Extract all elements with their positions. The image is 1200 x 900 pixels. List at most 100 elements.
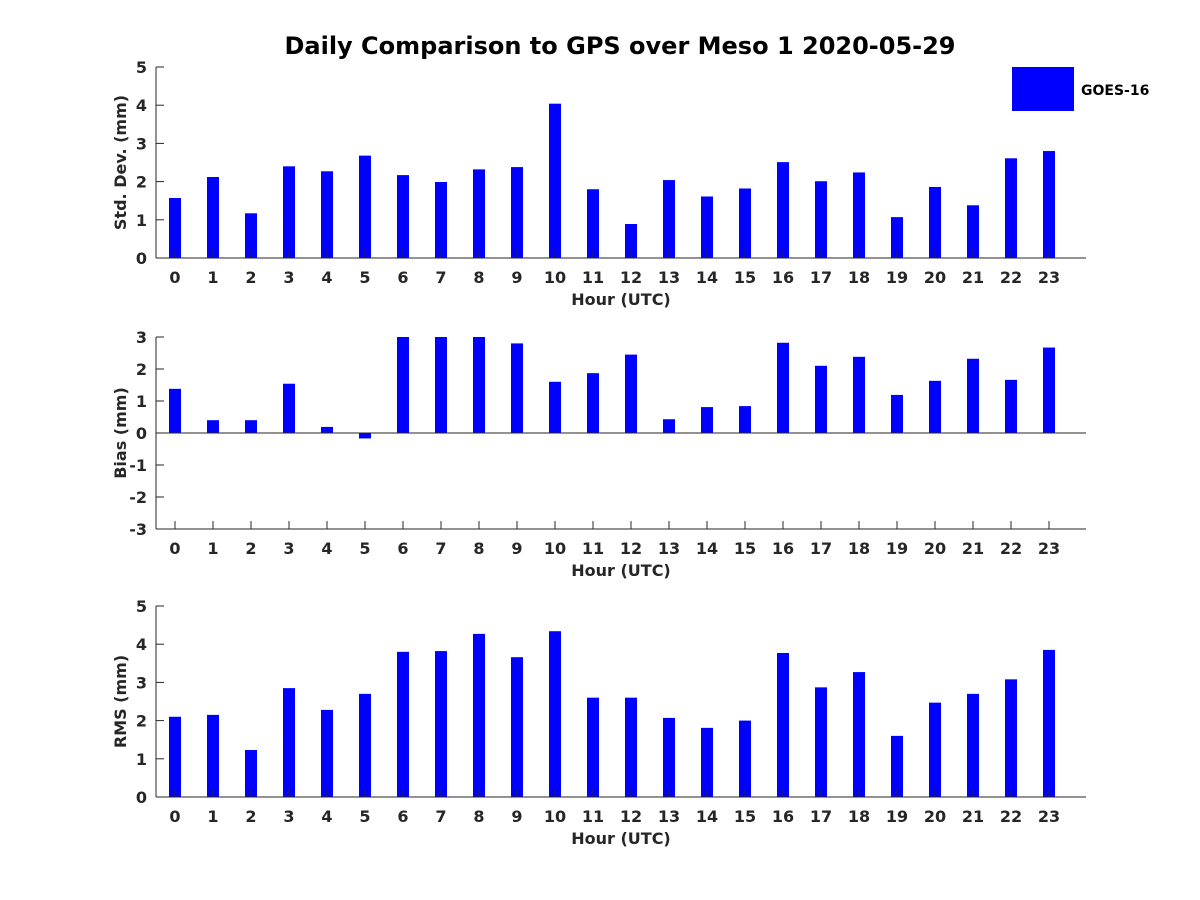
x-tick-label-rms-18: 18 [848, 807, 870, 826]
bar-rms-h2 [245, 750, 257, 797]
bar-std-h5 [359, 155, 371, 258]
bar-std-h14 [701, 196, 713, 258]
bar-bias-h5 [359, 433, 371, 439]
bar-bias-h22 [1005, 379, 1017, 433]
bar-bias-h0 [169, 388, 181, 433]
x-tick-label-std-17: 17 [810, 268, 832, 287]
bar-std-h16 [777, 162, 789, 258]
bar-bias-h23 [1043, 347, 1055, 433]
x-tick-label-bias-13: 13 [658, 539, 680, 558]
x-tick-label-bias-19: 19 [886, 539, 908, 558]
bar-rms-h12 [625, 697, 637, 797]
x-tick-label-std-7: 7 [435, 268, 446, 287]
x-tick-label-rms-0: 0 [169, 807, 180, 826]
bar-bias-h6 [397, 337, 409, 433]
bar-bias-h8 [473, 337, 485, 433]
x-tick-label-rms-3: 3 [283, 807, 294, 826]
y-axis-label-rms: RMS (mm) [111, 655, 130, 748]
bar-rms-h8 [473, 633, 485, 797]
x-tick-label-bias-12: 12 [620, 539, 642, 558]
x-tick-label-bias-0: 0 [169, 539, 180, 558]
x-tick-label-rms-6: 6 [397, 807, 408, 826]
x-tick-label-rms-1: 1 [207, 807, 218, 826]
x-tick-label-bias-21: 21 [962, 539, 984, 558]
panel-rms: 0 1 2 3 4 5 6 7 8 9 10 11 12 13 14 15 16 17 18 19 20 21 22 2301… [111, 597, 1086, 848]
y-tick-label-std-0: 0 [136, 249, 147, 268]
chart-title: Daily Comparison to GPS over Meso 1 2020… [284, 32, 955, 60]
x-axis-label-bias: Hour (UTC) [571, 561, 671, 580]
bar-std-h7 [435, 181, 447, 258]
bar-rms-h15 [739, 720, 751, 797]
x-tick-label-rms-10: 10 [544, 807, 566, 826]
bar-rms-h6 [397, 651, 409, 797]
bar-bias-h19 [891, 394, 903, 433]
bar-std-h11 [587, 189, 599, 258]
x-tick-label-bias-2: 2 [245, 539, 256, 558]
x-tick-label-std-2: 2 [245, 268, 256, 287]
x-tick-label-rms-12: 12 [620, 807, 642, 826]
x-tick-label-std-11: 11 [582, 268, 604, 287]
bar-bias-h13 [663, 419, 675, 433]
x-tick-label-std-14: 14 [696, 268, 718, 287]
bar-bias-h7 [435, 337, 447, 433]
y-tick-label-rms-4: 4 [136, 635, 147, 654]
bar-std-h10 [549, 103, 561, 258]
x-tick-label-rms-13: 13 [658, 807, 680, 826]
bar-rms-h21 [967, 693, 979, 797]
x-tick-label-bias-6: 6 [397, 539, 408, 558]
bar-bias-h17 [815, 365, 827, 433]
bar-bias-h20 [929, 380, 941, 433]
x-tick-label-std-8: 8 [473, 268, 484, 287]
x-tick-label-std-4: 4 [321, 268, 332, 287]
x-tick-label-bias-11: 11 [582, 539, 604, 558]
bar-std-h2 [245, 213, 257, 258]
x-tick-label-rms-19: 19 [886, 807, 908, 826]
x-tick-label-std-10: 10 [544, 268, 566, 287]
x-tick-label-rms-16: 16 [772, 807, 794, 826]
x-tick-label-bias-22: 22 [1000, 539, 1022, 558]
bar-std-h21 [967, 205, 979, 258]
bar-rms-h0 [169, 716, 181, 797]
x-tick-label-std-0: 0 [169, 268, 180, 287]
bar-bias-h3 [283, 383, 295, 433]
y-tick-label-std-5: 5 [136, 58, 147, 77]
bar-bias-h11 [587, 373, 599, 433]
bar-std-h15 [739, 188, 751, 258]
y-tick-label-bias-2: 2 [136, 360, 147, 379]
bar-bias-h14 [701, 407, 713, 433]
bar-rms-h10 [549, 631, 561, 797]
x-tick-label-std-1: 1 [207, 268, 218, 287]
x-tick-label-rms-9: 9 [511, 807, 522, 826]
x-tick-label-rms-17: 17 [810, 807, 832, 826]
x-tick-label-bias-8: 8 [473, 539, 484, 558]
bar-std-h8 [473, 169, 485, 258]
y-tick-label-bias-0: 0 [136, 424, 147, 443]
y-tick-label-rms-3: 3 [136, 673, 147, 692]
y-tick-label-std-2: 2 [136, 173, 147, 192]
bar-std-h18 [853, 172, 865, 258]
bar-std-h0 [169, 198, 181, 258]
x-tick-label-std-22: 22 [1000, 268, 1022, 287]
bar-bias-h18 [853, 356, 865, 433]
x-tick-label-bias-10: 10 [544, 539, 566, 558]
legend: GOES-16 [1012, 67, 1149, 111]
x-tick-label-rms-21: 21 [962, 807, 984, 826]
x-tick-label-rms-11: 11 [582, 807, 604, 826]
bar-rms-h14 [701, 727, 713, 797]
bar-std-h13 [663, 180, 675, 258]
bar-rms-h9 [511, 657, 523, 797]
bar-bias-h21 [967, 358, 979, 433]
bar-std-h4 [321, 171, 333, 258]
bar-rms-h11 [587, 697, 599, 797]
bar-std-h22 [1005, 158, 1017, 258]
x-tick-label-bias-4: 4 [321, 539, 332, 558]
y-tick-label-bias--1: -1 [129, 456, 147, 475]
x-tick-label-rms-23: 23 [1038, 807, 1060, 826]
bar-rms-h18 [853, 672, 865, 797]
x-tick-label-bias-20: 20 [924, 539, 946, 558]
y-tick-label-std-3: 3 [136, 134, 147, 153]
bar-std-h20 [929, 186, 941, 258]
x-tick-label-rms-2: 2 [245, 807, 256, 826]
x-axis-label-std: Hour (UTC) [571, 290, 671, 309]
